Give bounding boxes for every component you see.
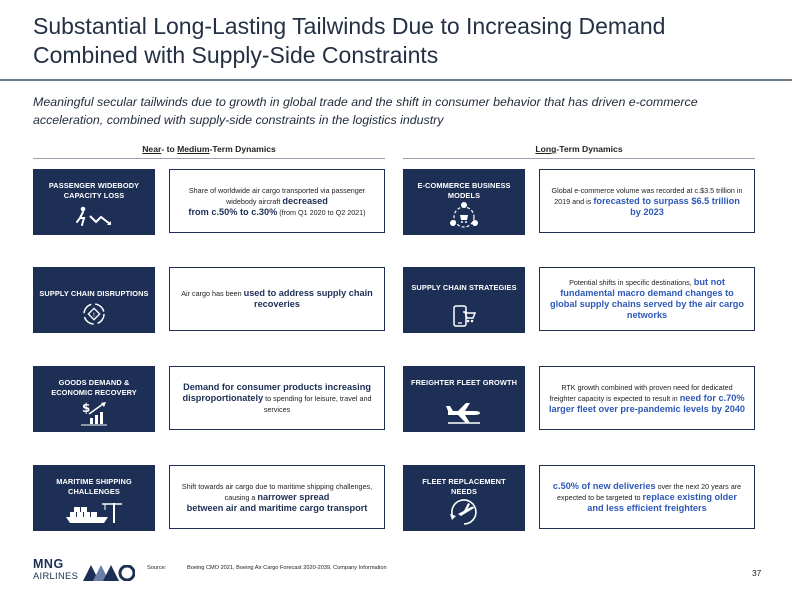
declining-chart-person-icon — [33, 203, 155, 229]
mng-airlines-logo: MNG AIRLINES — [33, 557, 143, 585]
desc-supply-chain-disruptions: Air cargo has been used to address suppl… — [169, 267, 385, 331]
left-column-divider — [33, 158, 385, 159]
tile-fleet-replacement: FLEET REPLACEMENT NEEDS — [403, 465, 525, 531]
logo-mark-icon — [83, 565, 135, 581]
desc-goods-demand: Demand for consumer products increasing … — [169, 366, 385, 430]
row-passenger-widebody: PASSENGER WIDEBODY CAPACITY LOSS Share o… — [33, 169, 385, 235]
airplane-icon — [403, 400, 525, 426]
airplane-cycle-icon — [403, 497, 525, 527]
supply-chain-cycle-icon: ! — [33, 301, 155, 327]
row-freighter-fleet: FREIGHTER FLEET GROWTH RTK growth combin… — [403, 366, 755, 432]
desc-maritime-shipping: Shift towards air cargo due to maritime … — [169, 465, 385, 529]
tile-freighter-fleet: FREIGHTER FLEET GROWTH — [403, 366, 525, 432]
desc-passenger-widebody: Share of worldwide air cargo transported… — [169, 169, 385, 233]
ship-crane-icon — [33, 499, 155, 525]
title-line-1: Substantial Long-Lasting Tailwinds Due t… — [33, 13, 666, 39]
page-subtitle: Meaningful secular tailwinds due to grow… — [33, 95, 698, 127]
tile-supply-chain-disruptions: SUPPLY CHAIN DISRUPTIONS ! — [33, 267, 155, 333]
tile-passenger-widebody: PASSENGER WIDEBODY CAPACITY LOSS — [33, 169, 155, 235]
dollar-growth-icon: $ — [33, 400, 155, 426]
row-supply-chain-disruptions: SUPPLY CHAIN DISRUPTIONS ! Air cargo has… — [33, 267, 385, 333]
tile-maritime-shipping: MARITIME SHIPPING CHALLENGES — [33, 465, 155, 531]
page-title: Substantial Long-Lasting Tailwinds Due t… — [33, 12, 773, 70]
desc-fleet-replacement: c.50% of new deliveries over the next 20… — [539, 465, 755, 529]
svg-text:!: ! — [93, 312, 95, 319]
row-fleet-replacement: FLEET REPLACEMENT NEEDS c.50% of new del… — [403, 465, 755, 531]
long-term-heading: Long-Term Dynamics — [535, 144, 623, 154]
row-maritime-shipping: MARITIME SHIPPING CHALLENGES Shift towar… — [33, 465, 385, 531]
row-ecommerce: E-COMMERCE BUSINESS MODELS Global e-comm… — [403, 169, 755, 235]
desc-supply-chain-strategies: Potential shifts in specific destination… — [539, 267, 755, 331]
mobile-cart-icon — [403, 303, 525, 329]
tile-ecommerce: E-COMMERCE BUSINESS MODELS — [403, 169, 525, 235]
tile-supply-chain-strategies: SUPPLY CHAIN STRATEGIES — [403, 267, 525, 333]
title-line-2: Combined with Supply-Side Constraints — [33, 42, 439, 68]
tile-goods-demand: GOODS DEMAND & ECONOMIC RECOVERY $ — [33, 366, 155, 432]
title-divider — [0, 79, 792, 81]
ecommerce-network-icon — [403, 201, 525, 233]
desc-freighter-fleet: RTK growth combined with proven need for… — [539, 366, 755, 430]
source-note: Source: Boeing CMO 2021, Boeing Air Cargo… — [147, 565, 387, 571]
svg-text:$: $ — [82, 401, 90, 415]
right-column-divider — [403, 158, 755, 159]
page-number: 37 — [752, 568, 762, 578]
row-goods-demand: GOODS DEMAND & ECONOMIC RECOVERY $ Deman… — [33, 366, 385, 432]
row-supply-chain-strategies: SUPPLY CHAIN STRATEGIES Potential shifts… — [403, 267, 755, 333]
near-medium-term-heading: Near- to Medium-Term Dynamics — [142, 144, 276, 154]
desc-ecommerce: Global e-commerce volume was recorded at… — [539, 169, 755, 233]
